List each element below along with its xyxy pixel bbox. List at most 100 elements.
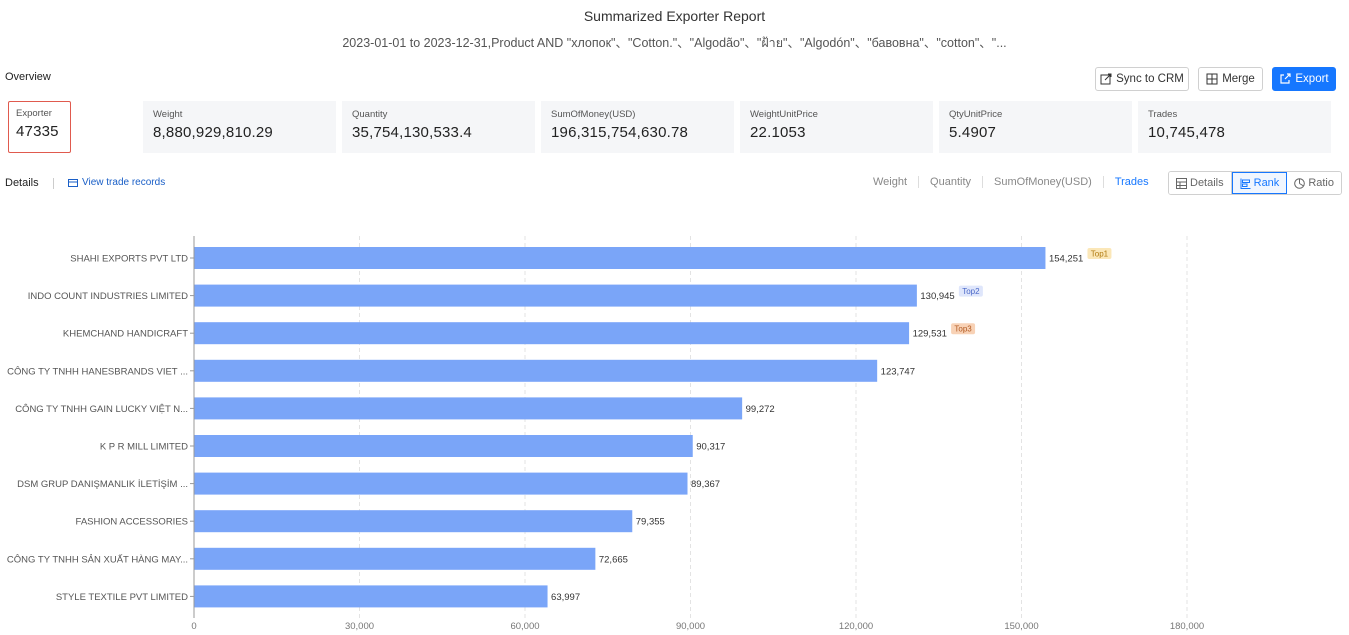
value-label: 89,367 [691, 479, 720, 490]
x-tick-label: 150,000 [1004, 621, 1038, 632]
bar [194, 435, 693, 457]
rank-badge-label: Top1 [1091, 249, 1109, 258]
bar [194, 547, 596, 570]
stats-bar: Exporter 47335 Weight 8,880,929,810.29 Q… [8, 101, 1331, 153]
view-toggle: Details Rank Ratio [1168, 171, 1342, 195]
category-label: CÔNG TY TNHH SẢN XUẤT HÀNG MAY... [7, 553, 188, 565]
x-tick-label: 180,000 [1170, 621, 1204, 632]
table-icon [1176, 177, 1187, 189]
value-label: 72,665 [599, 554, 628, 565]
bar [194, 359, 878, 382]
value-label: 123,747 [881, 366, 915, 377]
stat-label: Trades [1148, 109, 1178, 120]
view-trade-records-label: View trade records [82, 177, 166, 188]
bar [194, 397, 743, 420]
value-label: 130,945 [920, 291, 954, 302]
category-label: CÔNG TY TNHH HANESBRANDS VIET ... [7, 366, 188, 377]
stat-trades: Trades 10,745,478 [1138, 101, 1331, 153]
merge-button[interactable]: Merge [1198, 67, 1263, 91]
rank-badge-label: Top2 [962, 287, 980, 296]
category-label: DSM GRUP DANIŞMANLIK İLETİŞİM ... [17, 479, 188, 490]
sync-icon [1100, 73, 1112, 85]
value-label: 79,355 [636, 517, 665, 528]
merge-icon [1206, 73, 1218, 85]
tab-divider [982, 176, 984, 188]
export-icon [1280, 73, 1291, 84]
view-rank-label: Rank [1253, 177, 1280, 189]
report-title: Summarized Exporter Report [583, 8, 766, 24]
tab-divider [918, 176, 920, 188]
bar [194, 510, 633, 533]
overview-label: Overview [5, 71, 51, 83]
x-tick-label: 60,000 [510, 621, 539, 632]
stat-value: 22.1053 [750, 124, 806, 141]
stat-label: Quantity [352, 109, 388, 120]
value-label: 129,531 [913, 329, 947, 340]
category-label: SHAHI EXPORTS PVT LTD [70, 254, 188, 265]
category-label: INDO COUNT INDUSTRIES LIMITED [28, 291, 188, 302]
view-trade-records-link[interactable]: View trade records [68, 177, 165, 188]
bar [194, 472, 688, 495]
value-label: 63,997 [551, 592, 580, 603]
stat-value: 35,754,130,533.4 [352, 124, 472, 141]
sync-to-crm-button[interactable]: Sync to CRM [1095, 67, 1189, 91]
export-label: Export [1295, 73, 1329, 85]
tab-weight[interactable]: Weight [873, 176, 908, 188]
rank-bar-chart: 0 30,000 60,000 90,000 120,000 150,000 180,000… [7, 236, 1204, 632]
x-tick-label: 90,000 [676, 621, 705, 632]
stat-quantity: Quantity 35,754,130,533.4 [342, 101, 535, 153]
merge-label: Merge [1222, 73, 1255, 85]
stat-label: QtyUnitPrice [949, 109, 1003, 120]
stat-label: Exporter [16, 108, 52, 119]
stat-label: Weight [153, 109, 183, 120]
bar [194, 284, 917, 307]
stat-value: 5.4907 [949, 124, 997, 141]
stat-exporter[interactable]: Exporter 47335 [8, 101, 71, 153]
rank-badge [958, 285, 983, 297]
stat-value: 8,880,929,810.29 [153, 124, 273, 141]
stat-weight: Weight 8,880,929,810.29 [143, 101, 336, 153]
view-ratio-label: Ratio [1308, 177, 1334, 189]
details-label: Details [5, 177, 39, 189]
category-label: KHEMCHAND HANDICRAFT [63, 329, 188, 340]
value-label: 99,272 [746, 404, 775, 415]
rank-badge-label: Top3 [954, 325, 972, 334]
tab-quantity[interactable]: Quantity [930, 176, 972, 188]
x-tick-label: 0 [191, 621, 196, 632]
stat-label: WeightUnitPrice [750, 109, 818, 120]
pie-icon [1294, 177, 1306, 189]
details-divider [53, 178, 54, 189]
bar [194, 247, 1046, 269]
view-ratio-button[interactable]: Ratio [1287, 172, 1341, 194]
stat-weight-unit-price: WeightUnitPrice 22.1053 [740, 101, 933, 153]
category-label: CÔNG TY TNHH GAIN LUCKY VIỆT N... [15, 404, 188, 415]
records-icon [68, 178, 78, 187]
value-label: 90,317 [696, 442, 725, 453]
stat-value: 196,315,754,630.78 [551, 124, 689, 141]
report-subtitle: 2023-01-01 to 2023-12-31,Product AND "хл… [342, 36, 1007, 50]
rank-badge [951, 323, 976, 335]
bar [194, 322, 910, 345]
export-button[interactable]: Export [1272, 67, 1336, 91]
value-label: 154,251 [1049, 254, 1083, 265]
stat-label: SumOfMoney(USD) [551, 109, 636, 120]
category-label: STYLE TEXTILE PVT LIMITED [56, 592, 188, 603]
tab-trades[interactable]: Trades [1114, 176, 1149, 188]
view-rank-button[interactable]: Rank [1231, 172, 1288, 194]
metric-tabs: Weight Quantity SumOfMoney(USD) Trades [862, 176, 1160, 188]
bar [194, 585, 548, 608]
sync-to-crm-label: Sync to CRM [1116, 73, 1184, 85]
stat-value: 10,745,478 [1148, 124, 1226, 141]
category-label: FASHION ACCESSORIES [76, 517, 188, 528]
tab-sum-of-money[interactable]: SumOfMoney(USD) [994, 176, 1092, 188]
x-tick-label: 30,000 [345, 621, 374, 632]
stat-value: 47335 [16, 123, 59, 140]
bar-rank-icon [1240, 178, 1251, 189]
view-details-button[interactable]: Details [1169, 172, 1232, 194]
tab-divider [1102, 176, 1104, 188]
stat-qty-unit-price: QtyUnitPrice 5.4907 [939, 101, 1132, 153]
category-label: K P R MILL LIMITED [100, 442, 188, 453]
stat-sum-of-money: SumOfMoney(USD) 196,315,754,630.78 [541, 101, 734, 153]
x-tick-label: 120,000 [839, 621, 873, 632]
view-details-label: Details [1190, 177, 1224, 189]
